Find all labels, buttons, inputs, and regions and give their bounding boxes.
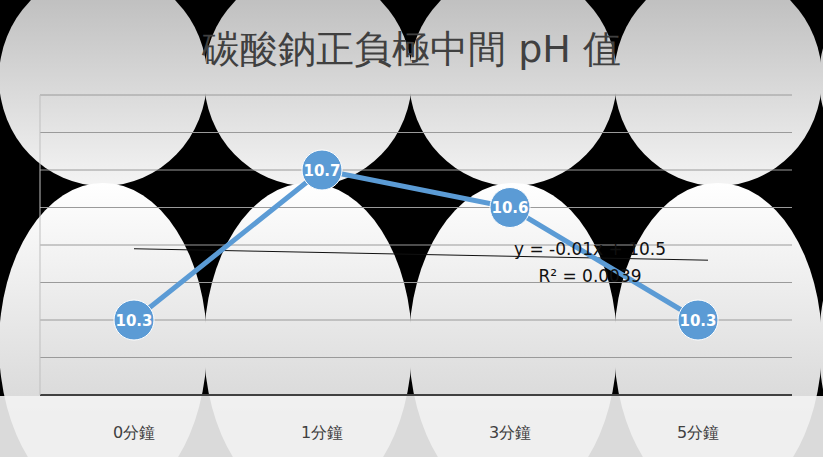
trendline-r2: R² = 0.0039 [538, 266, 641, 286]
grid-line [40, 282, 792, 283]
marker [302, 150, 342, 190]
series-line [134, 170, 698, 320]
trendline-equation: y = -0.01x + 10.5 [514, 239, 666, 259]
grid-line [40, 95, 792, 96]
grid-line [40, 132, 792, 133]
grid-line [40, 207, 792, 208]
data-label: 10.3 [679, 312, 716, 330]
grid-line [40, 170, 792, 171]
grid-line [40, 245, 792, 246]
x-tick-label: 3分鐘 [489, 423, 531, 442]
data-label: 10.7 [303, 162, 340, 180]
marker [114, 300, 154, 340]
x-tick-label: 1分鐘 [301, 423, 343, 442]
bg-shape [0, 396, 823, 457]
marker [678, 300, 718, 340]
data-label: 10.6 [491, 199, 528, 217]
data-label: 10.3 [115, 312, 152, 330]
y-axis [40, 95, 41, 395]
x-axis [40, 394, 792, 396]
bg-shape [819, 0, 823, 186]
plot [134, 170, 708, 320]
grid-line [40, 395, 792, 396]
x-tick-label: 5分鐘 [677, 423, 719, 442]
title: 碳酸鈉正負極中間 pH 值 [201, 27, 621, 71]
x-tick-label: 0分鐘 [113, 423, 155, 442]
bg-shape [0, 0, 207, 186]
grid-line [40, 357, 792, 358]
bg-shape [614, 0, 822, 186]
marker [490, 188, 530, 228]
